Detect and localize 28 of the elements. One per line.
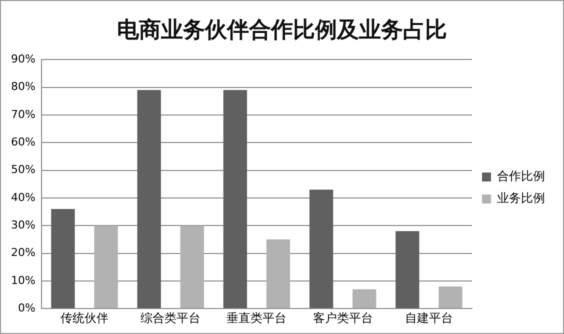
x-tick-label: 客户类平台: [312, 310, 373, 325]
y-tick-label: 50%: [10, 163, 36, 176]
legend-label: 业务比例: [497, 191, 545, 206]
y-tick-label: 30%: [10, 218, 36, 232]
x-tick-label: 垂直类平台: [226, 310, 287, 325]
legend-label: 合作比例: [497, 169, 545, 184]
y-tick-label: 60%: [10, 135, 36, 148]
bar: [137, 90, 161, 308]
bar: [51, 209, 75, 308]
x-tick-label: 综合类平台: [140, 310, 201, 325]
y-tick-label: 0%: [18, 301, 36, 314]
bar: [180, 226, 204, 308]
bar: [438, 286, 462, 308]
y-tick-label: 10%: [10, 274, 36, 287]
bar: [223, 90, 248, 308]
y-tick-label: 80%: [10, 80, 36, 94]
bar: [352, 289, 376, 308]
chart-title: 电商业务伙伴合作比例及业务占比: [116, 16, 448, 44]
x-tick-label: 传统伙伴: [60, 310, 109, 325]
y-tick-label: 20%: [10, 246, 36, 260]
bar: [396, 231, 420, 308]
y-tick-label: 90%: [10, 52, 36, 66]
bar: [309, 190, 334, 308]
bar: [266, 239, 290, 308]
y-tick-label: 40%: [10, 190, 36, 204]
bar: [94, 226, 118, 308]
y-tick-label: 70%: [10, 108, 36, 121]
x-tick-label: 自建平台: [404, 310, 453, 325]
